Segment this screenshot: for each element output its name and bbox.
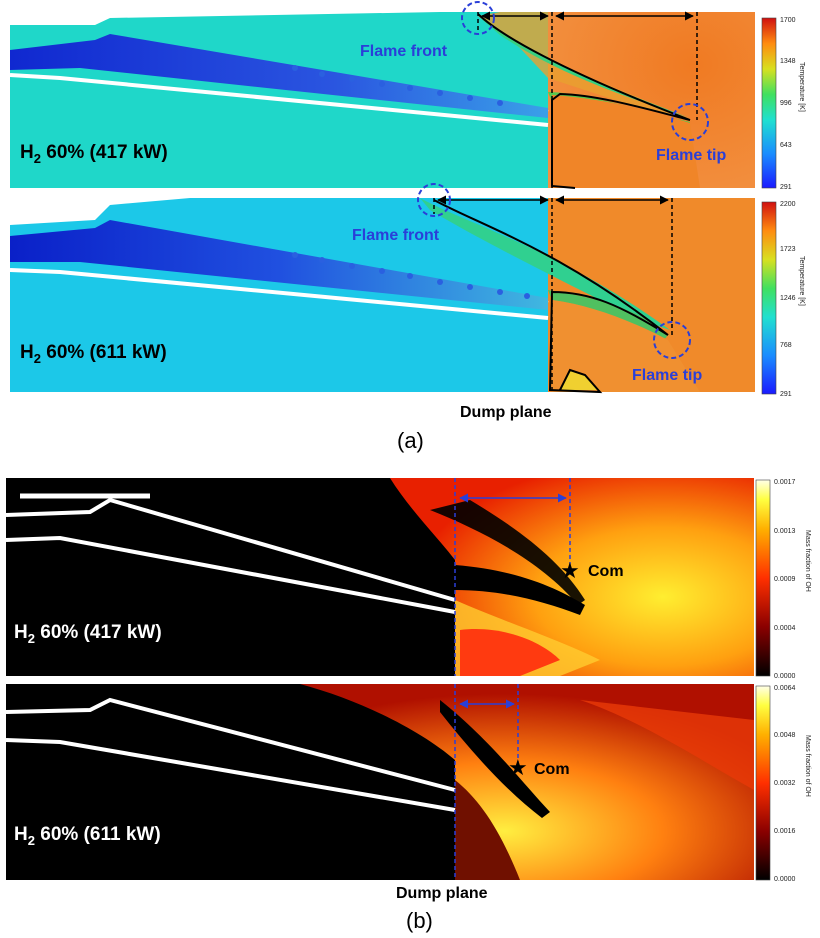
svg-text:2200: 2200 <box>780 201 796 208</box>
svg-text:1348: 1348 <box>780 58 796 65</box>
panel-b-bottom: ★ Com H2 60% (611 kW) 0.0064 0.0048 0.00… <box>5 684 811 883</box>
svg-text:768: 768 <box>780 342 792 349</box>
panel-a-top: Flame front Flame tip H2 60% (417 kW) 17… <box>9 1 805 191</box>
dump-plane-label-a: Dump plane <box>460 404 552 421</box>
caption-b: (b) <box>406 908 433 933</box>
panel-b-top: ★ Com H2 60% (417 kW) 0.0017 0.0013 0.00… <box>5 478 811 680</box>
com-star: ★ <box>560 559 580 584</box>
svg-text:291: 291 <box>780 184 792 191</box>
svg-text:0.0016: 0.0016 <box>774 828 796 835</box>
colorbar-oh-top: 0.0017 0.0013 0.0009 0.0004 0.0000 Mass … <box>755 479 811 680</box>
svg-text:0.0009: 0.0009 <box>774 576 796 583</box>
svg-text:1723: 1723 <box>780 246 796 253</box>
svg-text:1700: 1700 <box>780 17 796 24</box>
dump-plane-label-b: Dump plane <box>396 885 488 902</box>
svg-text:0.0048: 0.0048 <box>774 732 796 739</box>
svg-text:0.0013: 0.0013 <box>774 528 796 535</box>
svg-text:0.0000: 0.0000 <box>774 876 796 883</box>
case-label: H2 60% (417 kW) <box>20 142 168 166</box>
flame-front-marker <box>461 1 495 35</box>
svg-text:Mass fraction of OH: Mass fraction of OH <box>804 735 811 797</box>
svg-text:643: 643 <box>780 142 792 149</box>
colorbar-temperature-top: 1700 1348 996 643 291 Temperature [K] <box>761 17 805 191</box>
svg-text:996: 996 <box>780 100 792 107</box>
fuel-jet <box>10 34 548 118</box>
flame-tip-marker <box>653 321 691 359</box>
case-label: H2 60% (611 kW) <box>14 824 161 848</box>
svg-text:0.0004: 0.0004 <box>774 625 796 632</box>
svg-text:0.0017: 0.0017 <box>774 479 796 486</box>
svg-text:1246: 1246 <box>780 295 796 302</box>
svg-text:0.0000: 0.0000 <box>774 673 796 680</box>
flame-front-label: Flame front <box>352 227 440 244</box>
colorbar-oh-bottom: 0.0064 0.0048 0.0032 0.0016 0.0000 Mass … <box>755 685 811 883</box>
caption-a: (a) <box>397 428 424 453</box>
flame-front-marker <box>417 183 451 217</box>
svg-text:0.0032: 0.0032 <box>774 780 796 787</box>
svg-text:0.0064: 0.0064 <box>774 685 796 692</box>
case-label: H2 60% (611 kW) <box>20 342 167 366</box>
colorbar-temperature-bottom: 2200 1723 1246 768 291 Temperature [K] <box>761 201 805 398</box>
svg-text:Temperature [K]: Temperature [K] <box>798 62 805 112</box>
svg-text:Temperature [K]: Temperature [K] <box>798 256 805 306</box>
flame-front-label: Flame front <box>360 43 448 60</box>
com-star: ★ <box>508 756 528 781</box>
flame-tip-marker <box>671 103 709 141</box>
svg-text:291: 291 <box>780 391 792 398</box>
case-label: H2 60% (417 kW) <box>14 622 162 646</box>
panel-a-bottom: Flame front Flame tip H2 60% (611 kW) 22… <box>9 183 805 398</box>
flame-tip-label: Flame tip <box>656 147 726 164</box>
flame-boundary <box>477 13 691 189</box>
com-label: Com <box>588 563 624 580</box>
flame-tip-label: Flame tip <box>632 367 702 384</box>
com-label: Com <box>534 761 570 778</box>
svg-text:Mass fraction of OH: Mass fraction of OH <box>804 530 811 592</box>
